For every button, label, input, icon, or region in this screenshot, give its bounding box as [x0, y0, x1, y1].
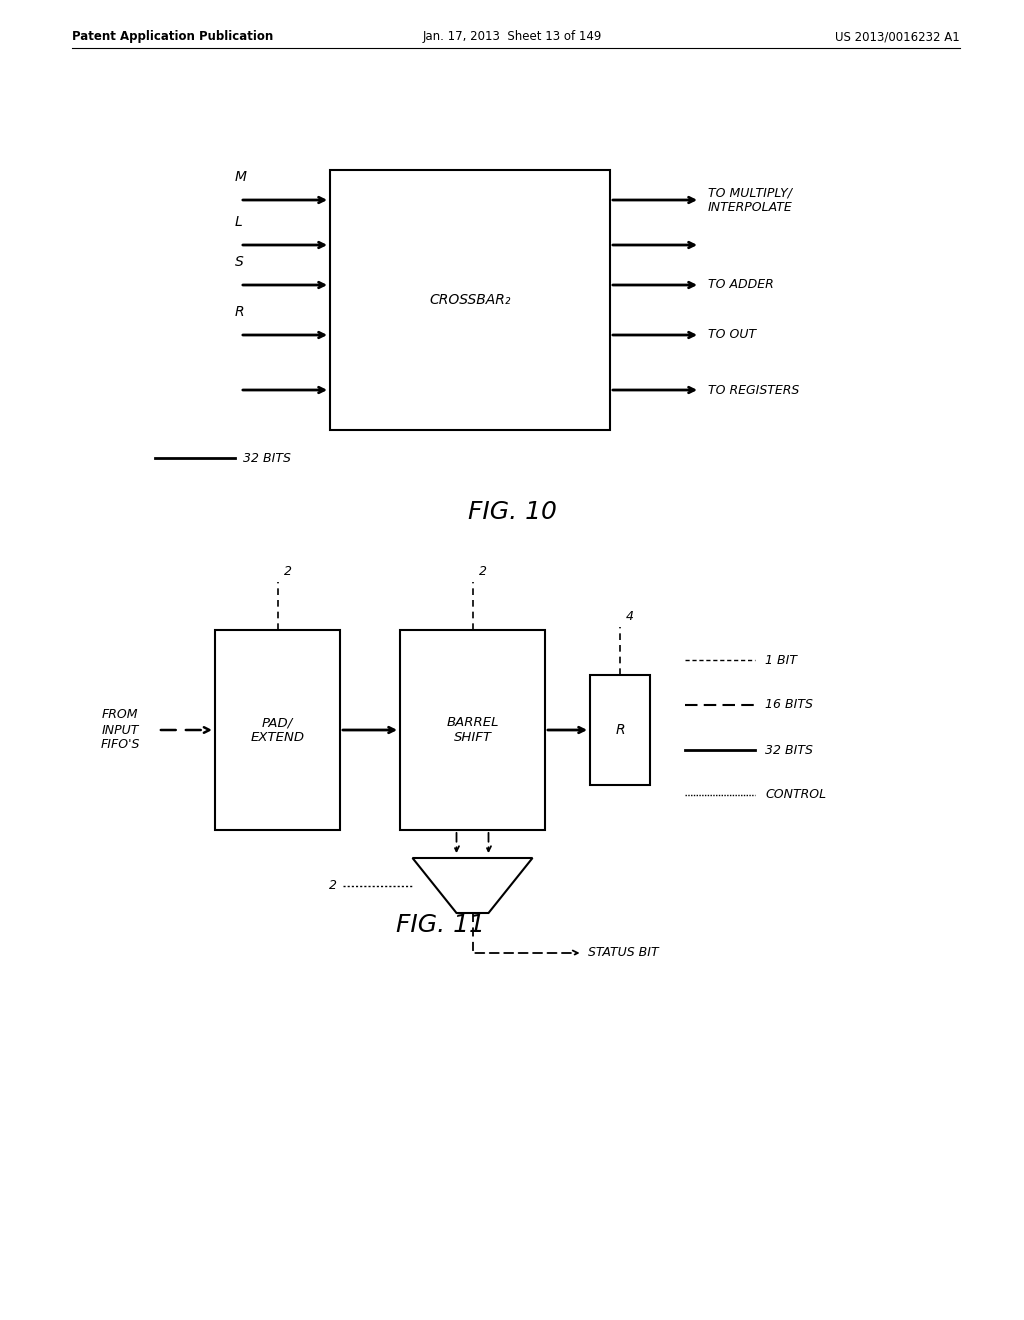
Text: Jan. 17, 2013  Sheet 13 of 149: Jan. 17, 2013 Sheet 13 of 149	[422, 30, 602, 44]
Text: US 2013/0016232 A1: US 2013/0016232 A1	[836, 30, 961, 44]
Text: FROM
INPUT
FIFO'S: FROM INPUT FIFO'S	[100, 709, 139, 751]
Bar	[400, 630, 545, 830]
Text: STATUS BIT: STATUS BIT	[589, 946, 659, 960]
Text: 2: 2	[329, 879, 337, 892]
Text: BARREL
SHIFT: BARREL SHIFT	[446, 715, 499, 744]
Text: 2: 2	[478, 565, 486, 578]
Text: TO ADDER: TO ADDER	[708, 279, 774, 292]
Text: CROSSBAR₂: CROSSBAR₂	[429, 293, 511, 308]
Text: TO MULTIPLY/
INTERPOLATE: TO MULTIPLY/ INTERPOLATE	[708, 186, 793, 214]
Text: 16 BITS: 16 BITS	[765, 698, 813, 711]
Bar	[590, 675, 650, 785]
Text: 32 BITS: 32 BITS	[765, 743, 813, 756]
Text: PAD/
EXTEND: PAD/ EXTEND	[251, 715, 304, 744]
Text: M: M	[234, 170, 247, 183]
Text: TO OUT: TO OUT	[708, 329, 756, 342]
Text: FIG. 11: FIG. 11	[395, 913, 484, 937]
Text: 1 BIT: 1 BIT	[765, 653, 797, 667]
Text: S: S	[234, 255, 244, 269]
Text: TO REGISTERS: TO REGISTERS	[708, 384, 800, 396]
Text: 4: 4	[626, 610, 634, 623]
Text: R: R	[615, 723, 625, 737]
Text: R: R	[234, 305, 245, 319]
Bar	[330, 170, 610, 430]
Text: 32 BITS: 32 BITS	[243, 451, 291, 465]
Polygon shape	[413, 858, 532, 913]
Text: FIG. 10: FIG. 10	[468, 500, 556, 524]
Bar	[215, 630, 340, 830]
Text: Patent Application Publication: Patent Application Publication	[72, 30, 273, 44]
Text: CONTROL: CONTROL	[765, 788, 826, 801]
Text: L: L	[234, 215, 243, 228]
Text: 2: 2	[284, 565, 292, 578]
